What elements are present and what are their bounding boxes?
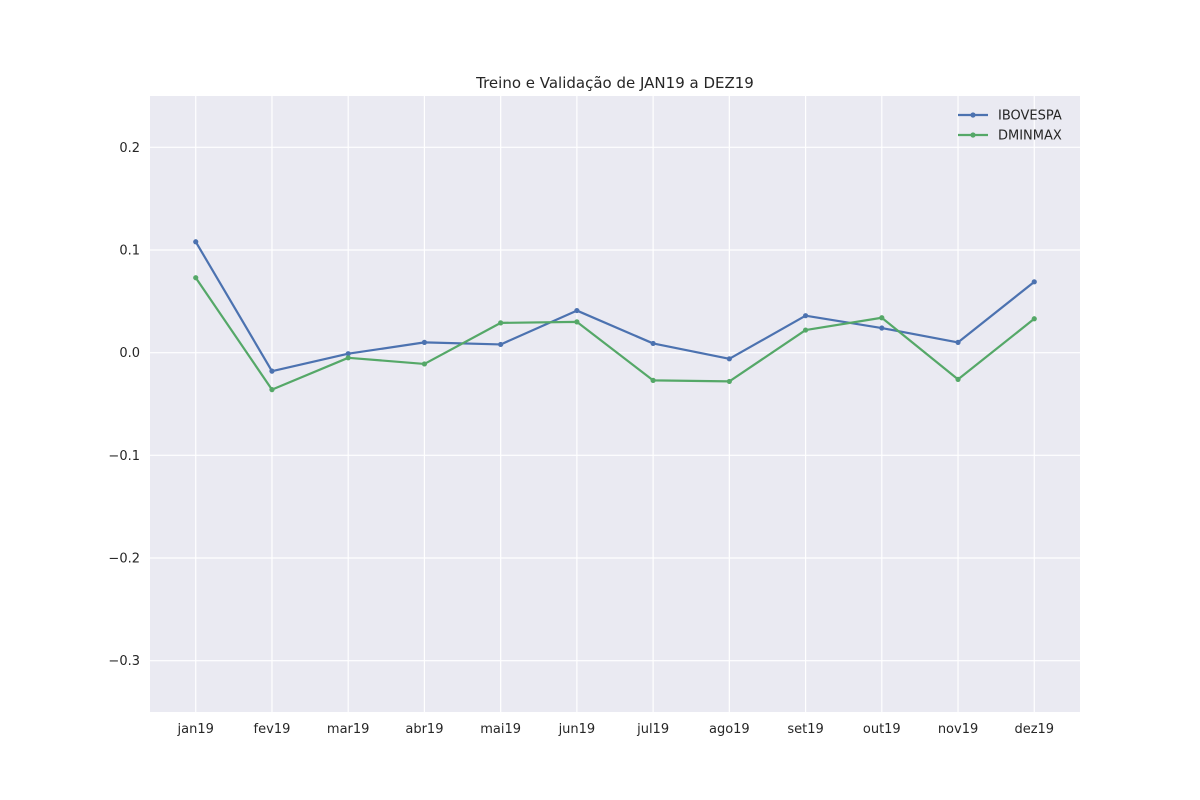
legend-label: IBOVESPA (998, 109, 1062, 124)
y-tick-label: −0.2 (108, 552, 140, 567)
series-line (194, 276, 1036, 391)
legend-item: IBOVESPA (958, 109, 1062, 124)
y-tick-label: 0.2 (119, 141, 140, 156)
data-point (955, 376, 961, 382)
data-point (269, 387, 275, 393)
data-point (726, 378, 732, 385)
x-tick-label: fev19 (254, 722, 291, 737)
data-point (802, 313, 809, 319)
x-tick-label: dez19 (1014, 722, 1054, 737)
y-tick-label: −0.1 (108, 449, 140, 464)
y-tick-label: −0.3 (108, 654, 140, 669)
legend-label: DMINMAX (998, 129, 1062, 144)
data-point (193, 275, 199, 281)
x-tick-label: jul19 (636, 722, 669, 737)
data-point (421, 339, 428, 345)
chart-title: Treino e Validação de JAN19 a DEZ19 (475, 74, 754, 92)
x-tick-label: out19 (863, 722, 901, 737)
x-tick-label: abr19 (405, 722, 443, 737)
data-point (193, 239, 199, 245)
data-point (421, 361, 428, 367)
grid-lines (150, 96, 1080, 712)
x-tick-label: ago19 (709, 722, 750, 737)
x-tick-label: mar19 (327, 722, 370, 737)
data-point (574, 307, 580, 314)
y-tick-label: 0.1 (119, 244, 140, 259)
data-point (1031, 279, 1037, 285)
data-point (498, 320, 504, 326)
x-tick-label: nov19 (938, 722, 978, 737)
data-point (345, 355, 351, 361)
x-tick-label: mai19 (480, 722, 521, 737)
legend-marker (970, 132, 976, 138)
data-point (879, 325, 885, 331)
data-point (269, 368, 275, 374)
series-layer (193, 239, 1037, 393)
x-tick-label: set19 (787, 722, 823, 737)
plot-area (150, 96, 1080, 712)
x-tick-label: jan19 (177, 722, 214, 737)
x-tick-label: jun19 (558, 722, 596, 737)
legend-item: DMINMAX (958, 129, 1062, 144)
data-point (726, 356, 732, 362)
series-ibovespa (193, 239, 1037, 374)
legend-marker (970, 112, 976, 118)
data-point (955, 339, 961, 345)
data-point (1031, 316, 1037, 322)
y-axis: 0.2 0.1 0.0 −0.1 −0.2 −0.3 (108, 141, 140, 669)
legend: IBOVESPA DMINMAX (958, 109, 1062, 144)
data-point (650, 377, 656, 383)
series-line (194, 240, 1036, 373)
data-point (498, 341, 504, 348)
data-point (802, 327, 809, 333)
data-point (345, 351, 351, 357)
series-dminmax (193, 275, 1037, 393)
data-point (574, 319, 580, 325)
y-tick-label: 0.0 (119, 346, 140, 361)
x-axis: jan19 fev19 mar19 abr19 mai19 jun19 jul19 ago19… (177, 722, 1055, 737)
data-point (650, 340, 656, 347)
data-point (879, 315, 885, 321)
